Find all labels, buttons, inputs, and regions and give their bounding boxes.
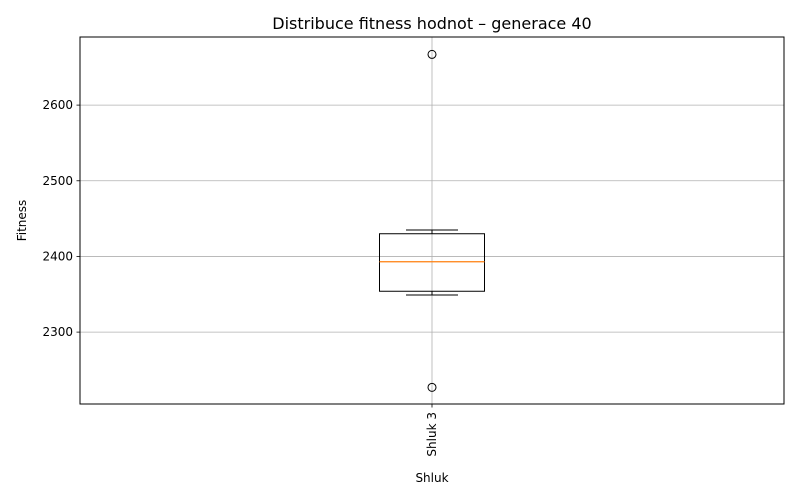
box-layer — [379, 49, 485, 392]
y-tick-label: 2300 — [42, 325, 73, 339]
interquartile-box — [379, 233, 485, 292]
x-tick-label: Shluk 3 — [425, 412, 439, 457]
y-axis-label: Fitness — [15, 200, 29, 242]
outlier-point — [427, 382, 437, 392]
box-series-1 — [379, 49, 485, 392]
y-tick-label: 2600 — [42, 98, 73, 112]
x-axis-label: Shluk — [415, 471, 448, 485]
y-tick-label: 2400 — [42, 249, 73, 263]
axis-ticks: 2300 2400 2500 2600 Shluk 3 — [42, 98, 439, 456]
outlier-point — [427, 49, 437, 59]
grid-lines — [80, 37, 784, 404]
chart-title: Distribuce fitness hodnot – generace 40 — [272, 14, 591, 33]
y-tick-label: 2500 — [42, 174, 73, 188]
